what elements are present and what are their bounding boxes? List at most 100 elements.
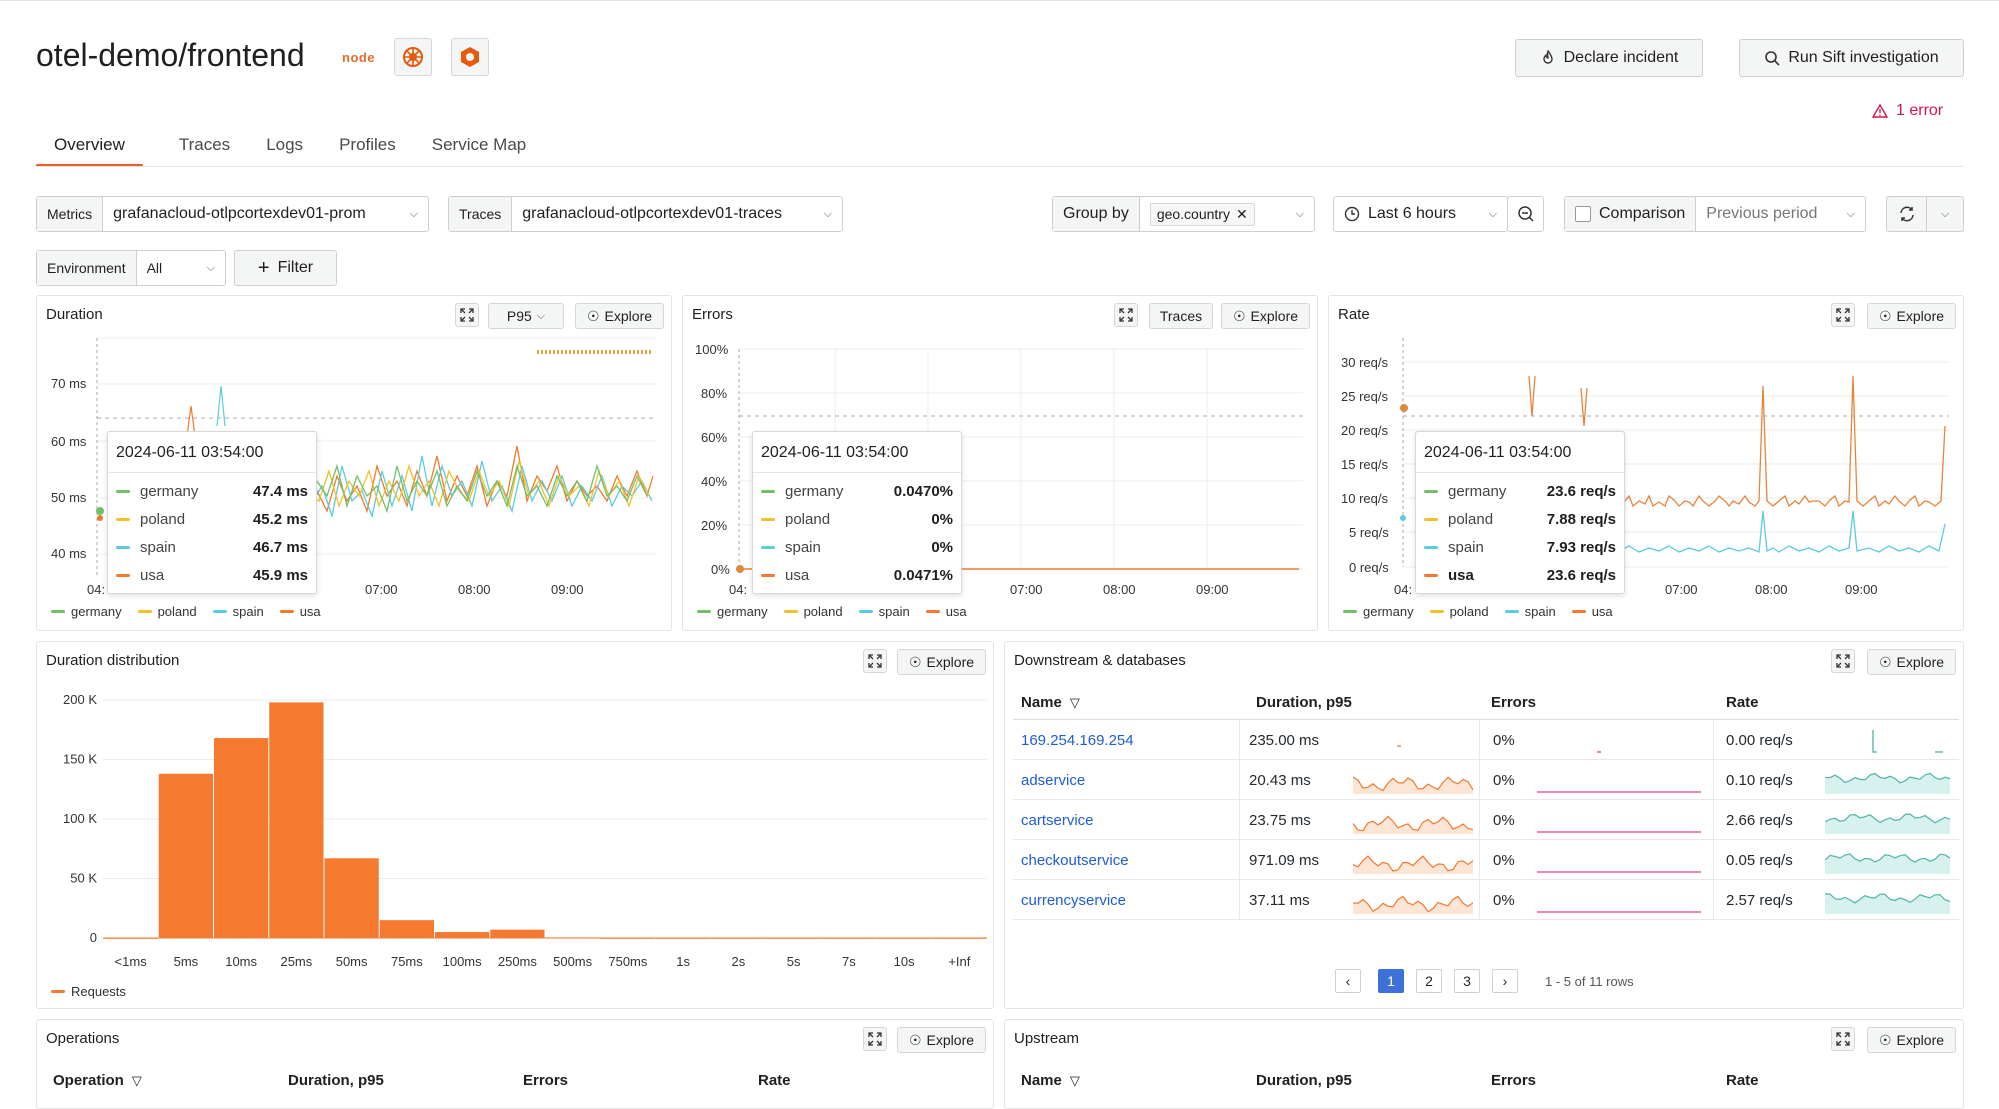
service-link[interactable]: 169.254.169.254	[1021, 732, 1134, 749]
refresh-picker[interactable]: ⌵	[1886, 196, 1964, 232]
histogram-plot[interactable]: 200 K 150 K 100 K 50 K 0 <1ms 5ms 10ms 25ms 50ms 7…	[37, 642, 995, 1010]
explore-button[interactable]: ☉ Explore	[575, 303, 664, 329]
column-header-rate[interactable]: Rate	[758, 1072, 791, 1089]
table-row[interactable]: cartservice 23.75 ms 0% 2.66 req/s	[1013, 800, 1959, 840]
expand-icon[interactable]	[1831, 1027, 1855, 1051]
column-header-name[interactable]: Name ▽	[1021, 1072, 1080, 1089]
chart-legend: germany poland spain usa	[697, 604, 967, 619]
column-header-duration[interactable]: Duration, p95	[1256, 694, 1352, 711]
column-header-duration[interactable]: Duration, p95	[1256, 1072, 1352, 1089]
quantile-select[interactable]: P95 ⌵	[488, 303, 564, 329]
legend-item[interactable]: poland	[783, 604, 843, 619]
legend-item[interactable]: poland	[137, 604, 197, 619]
expand-icon[interactable]	[863, 649, 887, 673]
service-link[interactable]: currencyservice	[1021, 892, 1127, 909]
expand-icon[interactable]	[1831, 649, 1855, 673]
time-range-picker[interactable]: Last 6 hours ⌵	[1333, 196, 1508, 232]
environment-picker[interactable]: Environment All ⌵	[36, 250, 226, 286]
table-row[interactable]: checkoutservice 971.09 ms 0% 0.05 req/s	[1013, 840, 1959, 880]
traces-datasource-picker[interactable]: Traces grafanacloud-otlpcortexdev01-trac…	[448, 196, 843, 232]
tooltip-row: germany 23.6 req/s	[1416, 477, 1624, 505]
histogram-bar[interactable]	[324, 858, 379, 938]
explore-button[interactable]: ☉ Explore	[897, 649, 986, 675]
expand-icon[interactable]	[455, 303, 479, 327]
column-header-name[interactable]: Name ▽	[1021, 694, 1080, 711]
chevron-down-icon: ⌵	[206, 261, 215, 274]
service-link[interactable]: checkoutservice	[1021, 852, 1129, 869]
next-page-button[interactable]: ›	[1492, 969, 1518, 993]
declare-incident-button[interactable]: Declare incident	[1515, 39, 1703, 77]
kubernetes-icon[interactable]	[394, 38, 432, 76]
group-by-chip[interactable]: geo.country ✕	[1149, 202, 1255, 226]
legend-item[interactable]: germany	[1343, 604, 1414, 619]
x-tick: 25ms	[280, 954, 312, 969]
table-row[interactable]: currencyservice 37.11 ms 0% 2.57 req/s	[1013, 880, 1959, 920]
column-header-rate[interactable]: Rate	[1726, 694, 1759, 711]
column-header-errors[interactable]: Errors	[1491, 694, 1537, 711]
page-button[interactable]: 2	[1416, 969, 1442, 993]
histogram-bar[interactable]	[490, 929, 545, 938]
filter-icon[interactable]: ▽	[1069, 694, 1080, 710]
page-button[interactable]: 3	[1454, 969, 1480, 993]
legend-label: usa	[1591, 604, 1613, 619]
chevron-down-icon[interactable]: ⌵	[1940, 207, 1950, 220]
table-row[interactable]: adservice 20.43 ms 0% 0.10 req/s	[1013, 760, 1959, 800]
zoom-out-button[interactable]	[1507, 196, 1544, 232]
column-header-operation[interactable]: Operation ▽	[53, 1072, 142, 1089]
filter-icon[interactable]: ▽	[1069, 1072, 1080, 1088]
column-header-errors[interactable]: Errors	[1491, 1072, 1537, 1089]
run-sift-button[interactable]: Run Sift investigation	[1739, 39, 1964, 77]
tab-overview[interactable]: Overview	[36, 135, 143, 167]
legend-item[interactable]: Requests	[51, 984, 126, 999]
group-by-picker[interactable]: Group by geo.country ✕ ⌵	[1052, 196, 1315, 232]
legend-item[interactable]: usa	[925, 604, 967, 619]
expand-icon[interactable]	[1114, 303, 1138, 327]
traces-button[interactable]: Traces	[1149, 303, 1213, 329]
service-link[interactable]: cartservice	[1021, 812, 1094, 829]
legend-item[interactable]: spain	[858, 604, 910, 619]
tab-profiles[interactable]: Profiles	[339, 135, 396, 154]
tab-traces[interactable]: Traces	[178, 135, 231, 154]
histogram-bar[interactable]	[269, 702, 324, 938]
legend-item[interactable]: usa	[1571, 604, 1613, 619]
tab-service-map[interactable]: Service Map	[431, 135, 527, 154]
cloud-provider-icon[interactable]	[451, 38, 489, 76]
explore-button[interactable]: ☉ Explore	[897, 1027, 986, 1053]
legend-item[interactable]: spain	[1504, 604, 1556, 619]
service-link[interactable]: adservice	[1021, 772, 1086, 789]
remove-icon[interactable]: ✕	[1235, 205, 1248, 222]
legend-item[interactable]: usa	[279, 604, 321, 619]
histogram-bar[interactable]	[214, 738, 269, 938]
page-button-active[interactable]: 1	[1378, 969, 1404, 993]
explore-button[interactable]: ☉ Explore	[1867, 649, 1956, 675]
histogram-bar[interactable]	[158, 773, 213, 938]
expand-icon[interactable]	[863, 1027, 887, 1051]
tooltip-row: spain 7.93 req/s	[1416, 533, 1624, 561]
metrics-datasource-picker[interactable]: Metrics grafanacloud-otlpcortexdev01-pro…	[36, 196, 429, 232]
comparison-checkbox[interactable]	[1575, 206, 1591, 222]
histogram-bar[interactable]	[379, 920, 434, 938]
refresh-button[interactable]	[1887, 197, 1927, 231]
explore-button[interactable]: ☉ Explore	[1867, 1027, 1956, 1053]
add-filter-button[interactable]: + Filter	[234, 250, 337, 286]
histogram-bar[interactable]	[435, 932, 490, 938]
tab-logs[interactable]: Logs	[266, 135, 304, 154]
column-header-duration[interactable]: Duration, p95	[288, 1072, 384, 1089]
legend-item[interactable]: poland	[1429, 604, 1489, 619]
filter-icon[interactable]: ▽	[131, 1072, 142, 1088]
explore-button[interactable]: ☉ Explore	[1221, 303, 1310, 329]
prev-page-button[interactable]: ‹	[1335, 969, 1361, 993]
legend-item[interactable]: germany	[697, 604, 768, 619]
legend-item[interactable]: germany	[51, 604, 122, 619]
error-link[interactable]: 1 error	[1872, 102, 1943, 120]
comparison-toggle[interactable]: Comparison	[1565, 197, 1697, 231]
legend-item[interactable]: spain	[212, 604, 264, 619]
column-header-errors[interactable]: Errors	[523, 1072, 569, 1089]
column-header-rate[interactable]: Rate	[1726, 1072, 1759, 1089]
comparison-control[interactable]: Comparison Previous period ⌵	[1564, 196, 1866, 232]
panel-title: Operations	[46, 1030, 120, 1047]
explore-button[interactable]: ☉ Explore	[1867, 303, 1956, 329]
duration-value: 235.00 ms	[1249, 732, 1320, 749]
table-row[interactable]: 169.254.169.254 235.00 ms 0% 0.00 req/s	[1013, 720, 1959, 760]
expand-icon[interactable]	[1831, 303, 1855, 327]
